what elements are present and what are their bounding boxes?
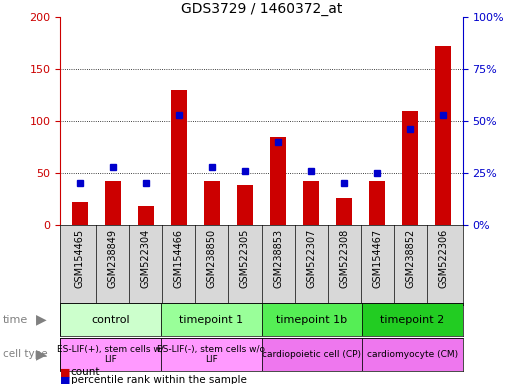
- Bar: [369, 181, 385, 225]
- Text: GSM522308: GSM522308: [339, 229, 349, 288]
- Bar: [270, 137, 286, 225]
- Bar: [204, 181, 220, 225]
- Title: GDS3729 / 1460372_at: GDS3729 / 1460372_at: [181, 2, 342, 16]
- Text: ■: ■: [60, 375, 71, 384]
- Bar: [60, 338, 161, 371]
- Text: cell type: cell type: [3, 349, 47, 359]
- Text: GSM238853: GSM238853: [273, 229, 283, 288]
- Text: ▶: ▶: [36, 347, 46, 361]
- Bar: [105, 181, 121, 225]
- Text: GSM522305: GSM522305: [240, 229, 250, 288]
- Text: time: time: [3, 314, 28, 325]
- Text: count: count: [71, 367, 100, 377]
- Text: GSM522304: GSM522304: [141, 229, 151, 288]
- Bar: [262, 303, 362, 336]
- Text: GSM238850: GSM238850: [207, 229, 217, 288]
- Bar: [362, 303, 463, 336]
- Text: timepoint 2: timepoint 2: [380, 314, 445, 325]
- Bar: [303, 181, 319, 225]
- Text: timepoint 1b: timepoint 1b: [276, 314, 347, 325]
- Text: ES-LIF(+), stem cells w/
LIF: ES-LIF(+), stem cells w/ LIF: [57, 344, 164, 364]
- Text: control: control: [91, 314, 130, 325]
- Bar: [237, 185, 253, 225]
- Bar: [170, 90, 187, 225]
- Text: ES-LIF(-), stem cells w/o
LIF: ES-LIF(-), stem cells w/o LIF: [157, 344, 265, 364]
- Text: GSM154466: GSM154466: [174, 229, 184, 288]
- Bar: [161, 338, 262, 371]
- Text: GSM522307: GSM522307: [306, 229, 316, 288]
- Text: GSM238849: GSM238849: [108, 229, 118, 288]
- Text: ▶: ▶: [36, 313, 46, 327]
- Text: ■: ■: [60, 367, 71, 377]
- Bar: [138, 206, 154, 225]
- Text: GSM154467: GSM154467: [372, 229, 382, 288]
- Bar: [161, 303, 262, 336]
- Text: GSM154465: GSM154465: [75, 229, 85, 288]
- Text: GSM238852: GSM238852: [405, 229, 415, 288]
- Text: cardiomyocyte (CM): cardiomyocyte (CM): [367, 350, 458, 359]
- Bar: [362, 338, 463, 371]
- Bar: [262, 338, 362, 371]
- Bar: [435, 46, 451, 225]
- Text: timepoint 1: timepoint 1: [179, 314, 243, 325]
- Bar: [60, 303, 161, 336]
- Text: cardiopoietic cell (CP): cardiopoietic cell (CP): [263, 350, 361, 359]
- Text: GSM522306: GSM522306: [438, 229, 448, 288]
- Bar: [72, 202, 88, 225]
- Bar: [402, 111, 418, 225]
- Bar: [336, 198, 353, 225]
- Text: percentile rank within the sample: percentile rank within the sample: [71, 375, 246, 384]
